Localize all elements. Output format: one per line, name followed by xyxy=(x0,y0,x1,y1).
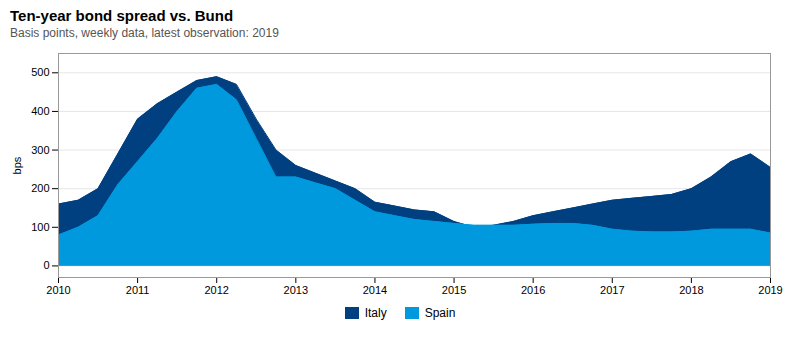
svg-text:2011: 2011 xyxy=(126,284,150,296)
svg-text:bps: bps xyxy=(11,156,23,174)
html-text:Ten-year bond spread vs. Bund: Ten-year bond spread vs. Bund xyxy=(10,7,234,24)
svg-text:2018: 2018 xyxy=(679,284,703,296)
svg-text:2013: 2013 xyxy=(284,284,308,296)
svg-text:100: 100 xyxy=(31,221,49,233)
svg-text:2017: 2017 xyxy=(600,284,624,296)
svg-text:400: 400 xyxy=(31,105,49,117)
svg-text:0: 0 xyxy=(43,259,49,271)
svg-text:2010: 2010 xyxy=(46,284,70,296)
svg-text:300: 300 xyxy=(31,144,49,156)
svg-text:2014: 2014 xyxy=(363,284,387,296)
html-text:Spain: Spain xyxy=(424,306,456,320)
svg-text:2016: 2016 xyxy=(521,284,545,296)
svg-text:2012: 2012 xyxy=(204,284,228,296)
html-text:Italy: Italy xyxy=(364,306,387,320)
svg-text:2019: 2019 xyxy=(758,284,782,296)
html-text:Basis points, weekly data, lat: Basis points, weekly data, latest observ… xyxy=(10,26,279,40)
svg-text:500: 500 xyxy=(31,66,49,78)
svg-text:2015: 2015 xyxy=(442,284,466,296)
svg-text:200: 200 xyxy=(31,182,49,194)
